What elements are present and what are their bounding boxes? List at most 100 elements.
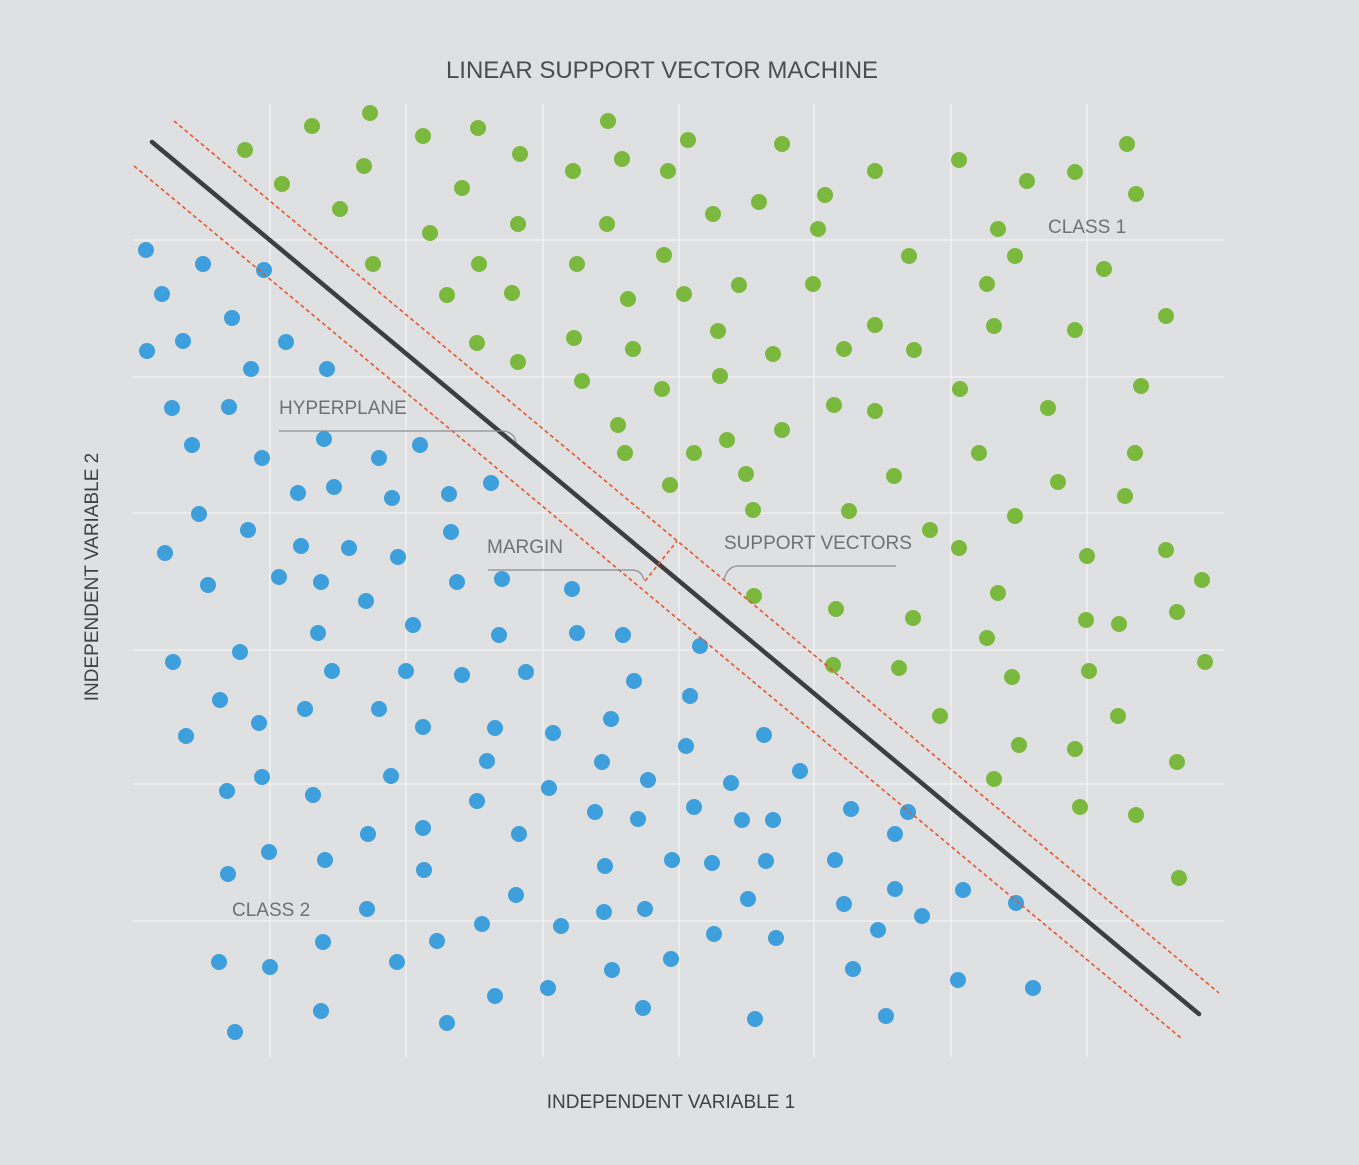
class2-point bbox=[439, 1015, 455, 1031]
class2-point bbox=[955, 882, 971, 898]
class1-point bbox=[439, 287, 455, 303]
class1-point bbox=[504, 285, 520, 301]
class1-point bbox=[971, 445, 987, 461]
class2-point bbox=[262, 959, 278, 975]
class1-point bbox=[710, 323, 726, 339]
class1-point bbox=[1111, 616, 1127, 632]
class1-point bbox=[951, 540, 967, 556]
class1-point bbox=[867, 317, 883, 333]
class1-point bbox=[1096, 261, 1112, 277]
class1-point bbox=[656, 247, 672, 263]
class1-point bbox=[1072, 799, 1088, 815]
class2-point bbox=[313, 1003, 329, 1019]
hyperplane-label: HYPERPLANE bbox=[279, 398, 407, 419]
class1-point bbox=[951, 152, 967, 168]
class2-point bbox=[836, 896, 852, 912]
class2-point bbox=[569, 625, 585, 641]
class1-point bbox=[841, 503, 857, 519]
class2-point bbox=[508, 887, 524, 903]
class1-point bbox=[454, 180, 470, 196]
class2-point bbox=[545, 725, 561, 741]
class1-point bbox=[712, 368, 728, 384]
class1-point bbox=[1119, 136, 1135, 152]
class1-point bbox=[990, 221, 1006, 237]
class2-point bbox=[184, 437, 200, 453]
class1-point bbox=[617, 445, 633, 461]
class1-point bbox=[660, 163, 676, 179]
class2-point bbox=[887, 826, 903, 842]
class2-point bbox=[297, 701, 313, 717]
class2-point bbox=[615, 627, 631, 643]
class2-point bbox=[240, 522, 256, 538]
class2-point bbox=[686, 799, 702, 815]
grid bbox=[133, 104, 1224, 1057]
class2-point bbox=[243, 361, 259, 377]
class1-point bbox=[569, 256, 585, 272]
class1-point bbox=[510, 216, 526, 232]
class2-point bbox=[692, 638, 708, 654]
class2-point bbox=[360, 826, 376, 842]
class2-point bbox=[596, 904, 612, 920]
class2-point bbox=[317, 852, 333, 868]
class2-point bbox=[178, 728, 194, 744]
class2-point bbox=[487, 720, 503, 736]
class2-point bbox=[494, 571, 510, 587]
class1-point bbox=[1081, 663, 1097, 679]
class2-point bbox=[704, 855, 720, 871]
class1-point bbox=[274, 176, 290, 192]
class2-point bbox=[383, 768, 399, 784]
class2-point bbox=[429, 933, 445, 949]
hyperplane-line bbox=[149, 139, 1202, 1017]
class2-point bbox=[914, 908, 930, 924]
class1-point bbox=[1169, 754, 1185, 770]
class2-point bbox=[1025, 980, 1041, 996]
class1-point bbox=[1128, 186, 1144, 202]
class2-point bbox=[254, 450, 270, 466]
class2-point bbox=[843, 801, 859, 817]
class2-point bbox=[227, 1024, 243, 1040]
class2-point bbox=[678, 738, 694, 754]
class2-point bbox=[878, 1008, 894, 1024]
class2-point bbox=[540, 980, 556, 996]
class2-point bbox=[191, 506, 207, 522]
class1-point bbox=[705, 206, 721, 222]
class2-point bbox=[416, 862, 432, 878]
class1-point bbox=[686, 445, 702, 461]
class2-point bbox=[138, 242, 154, 258]
class2-point bbox=[682, 688, 698, 704]
class1-point bbox=[867, 403, 883, 419]
class1-point bbox=[1133, 378, 1149, 394]
class1-point bbox=[566, 330, 582, 346]
class1-point bbox=[625, 341, 641, 357]
class2-point bbox=[483, 475, 499, 491]
class2-point bbox=[232, 644, 248, 660]
class2-point bbox=[1008, 895, 1024, 911]
class2-point bbox=[224, 310, 240, 326]
class2-point bbox=[271, 569, 287, 585]
class2-point bbox=[626, 673, 642, 689]
class2-point bbox=[165, 654, 181, 670]
class1-point bbox=[905, 610, 921, 626]
class1-point bbox=[1197, 654, 1213, 670]
class1-point bbox=[906, 342, 922, 358]
class2-point bbox=[359, 901, 375, 917]
class1-point bbox=[952, 381, 968, 397]
class1-point bbox=[828, 601, 844, 617]
class2-point bbox=[384, 490, 400, 506]
class2-point bbox=[195, 256, 211, 272]
margin-line-upper bbox=[173, 120, 1220, 994]
support-vectors-leader bbox=[723, 565, 896, 581]
class1-point bbox=[867, 163, 883, 179]
class1-point bbox=[422, 225, 438, 241]
class2-point bbox=[640, 772, 656, 788]
class1-point bbox=[620, 291, 636, 307]
class2-point bbox=[254, 769, 270, 785]
class2-label: CLASS 2 bbox=[232, 900, 310, 921]
class2-point bbox=[518, 664, 534, 680]
class1-point bbox=[237, 142, 253, 158]
class1-point bbox=[1019, 173, 1035, 189]
class1-point bbox=[738, 466, 754, 482]
class1-point bbox=[1158, 308, 1174, 324]
class2-point bbox=[154, 286, 170, 302]
class1-point bbox=[1067, 164, 1083, 180]
